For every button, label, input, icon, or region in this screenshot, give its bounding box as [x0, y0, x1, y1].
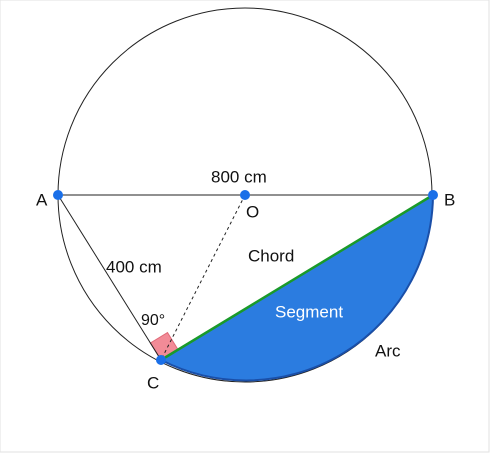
arc: [160, 194, 434, 382]
chord: [160, 193, 434, 362]
label-angle: 90°: [141, 312, 165, 329]
side-ac: [57, 194, 162, 361]
label-arc: Arc: [375, 341, 401, 360]
point-c: [156, 355, 166, 365]
label-a: A: [36, 190, 48, 209]
label-o: O: [246, 202, 259, 221]
label-side: 400 cm: [106, 257, 162, 276]
radius-oc: [160, 194, 246, 361]
label-segment: Segment: [275, 302, 343, 321]
label-c: C: [147, 373, 159, 392]
point-a: [53, 190, 63, 200]
label-chord: Chord: [248, 246, 294, 265]
segment-area: [161, 195, 433, 381]
label-b: B: [444, 190, 455, 209]
label-diameter: 800 cm: [211, 167, 267, 186]
point-b: [428, 190, 438, 200]
point-o: [240, 190, 250, 200]
